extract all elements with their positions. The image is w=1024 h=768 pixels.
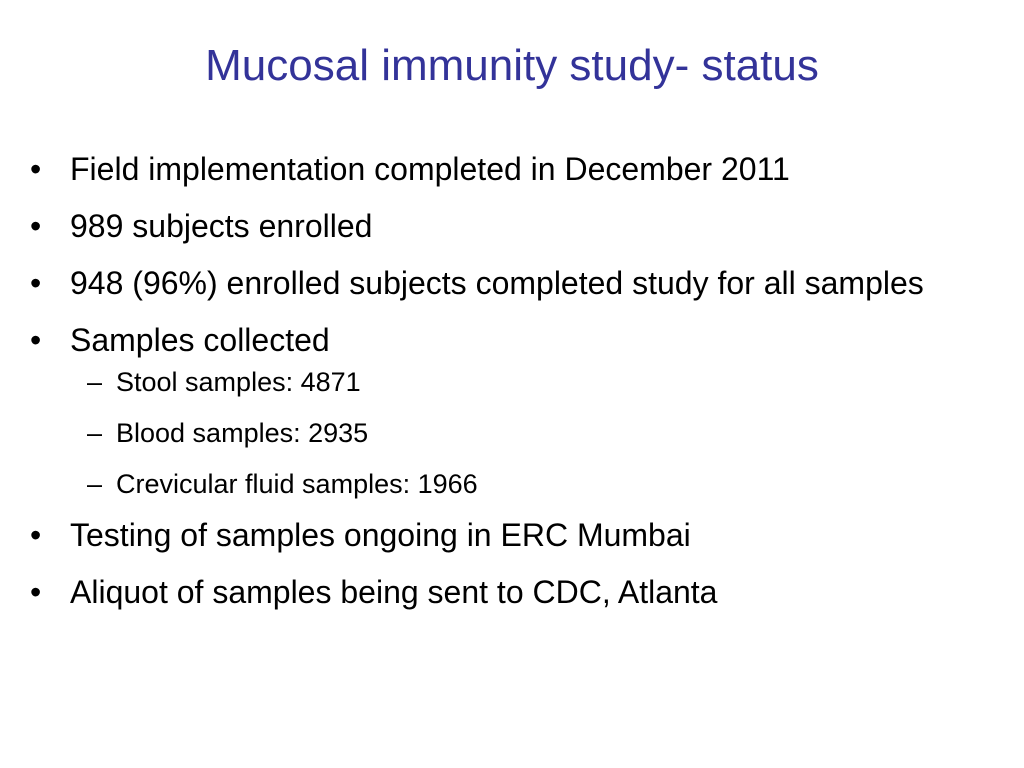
sub-bullet-text: Blood samples: 2935	[116, 418, 369, 448]
bullet-text: 948 (96%) enrolled subjects completed st…	[70, 265, 924, 301]
bullet-list: • Field implementation completed in Dece…	[30, 148, 990, 628]
bullet-marker: •	[30, 517, 42, 553]
bullet-text: 989 subjects enrolled	[70, 208, 373, 244]
bullet-item: • Testing of samples ongoing in ERC Mumb…	[30, 514, 990, 556]
bullet-item: • 989 subjects enrolled	[30, 205, 990, 247]
bullet-marker: •	[30, 322, 42, 358]
bullet-marker: •	[30, 208, 42, 244]
sub-bullet-marker: –	[87, 418, 103, 448]
slide-title: Mucosal immunity study- status	[205, 41, 819, 90]
sub-bullet-text: Crevicular fluid samples: 1966	[116, 469, 478, 499]
sub-bullet-marker: –	[87, 367, 103, 397]
sub-bullet-marker: –	[87, 469, 103, 499]
bullet-marker: •	[30, 265, 42, 301]
bullet-text: Aliquot of samples being sent to CDC, At…	[70, 574, 718, 610]
bullet-item: • Field implementation completed in Dece…	[30, 148, 990, 190]
bullet-item: • Samples collected – Stool samples: 487…	[30, 319, 990, 502]
bullet-text: Samples collected	[70, 322, 330, 358]
bullet-item: • 948 (96%) enrolled subjects completed …	[30, 262, 990, 304]
sub-bullet-item: – Blood samples: 2935	[70, 415, 990, 451]
sub-bullet-text: Stool samples: 4871	[116, 367, 361, 397]
sub-bullet-item: – Stool samples: 4871	[70, 364, 990, 400]
bullet-marker: •	[30, 151, 42, 187]
bullet-marker: •	[30, 574, 42, 610]
bullet-text: Field implementation completed in Decemb…	[70, 151, 790, 187]
sub-bullet-item: – Crevicular fluid samples: 1966	[70, 466, 990, 502]
bullet-text: Testing of samples ongoing in ERC Mumbai	[70, 517, 691, 553]
sub-bullet-list: – Stool samples: 4871 – Blood samples: 2…	[70, 364, 990, 502]
bullet-item: • Aliquot of samples being sent to CDC, …	[30, 571, 990, 613]
